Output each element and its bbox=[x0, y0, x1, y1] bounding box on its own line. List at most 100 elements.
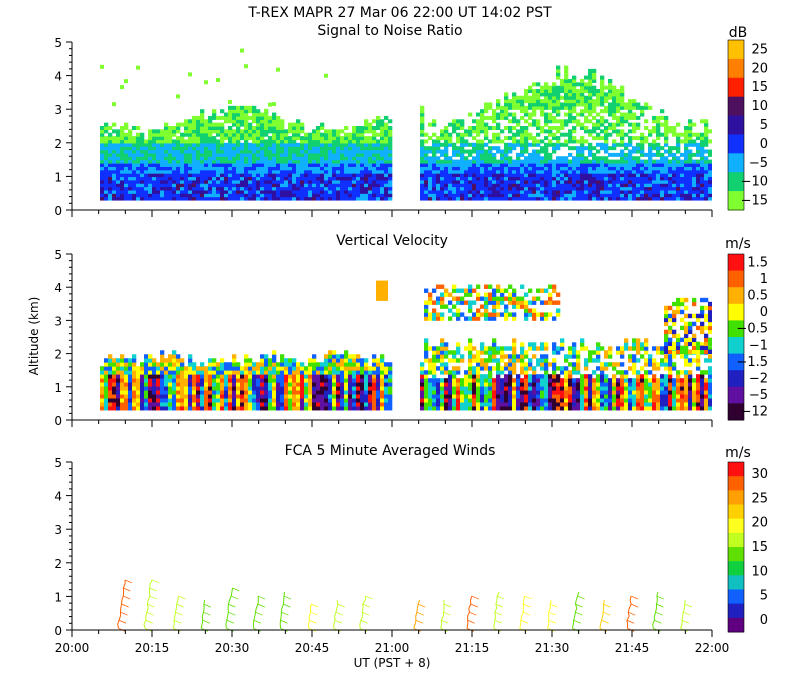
snr-cell bbox=[328, 166, 333, 171]
snr-cell bbox=[620, 193, 625, 198]
snr-cell bbox=[636, 176, 641, 181]
snr-cell bbox=[256, 162, 261, 167]
snr-cell bbox=[304, 193, 309, 198]
snr-cell bbox=[452, 179, 457, 184]
snr-cell bbox=[568, 183, 573, 188]
snr-cell bbox=[488, 183, 493, 188]
snr-cell bbox=[648, 105, 653, 110]
snr-cell bbox=[668, 159, 673, 164]
snr-cell bbox=[504, 149, 509, 154]
snr-cell bbox=[132, 152, 137, 157]
snr-cell bbox=[656, 186, 661, 191]
snr-cell bbox=[608, 89, 613, 94]
snr-cell bbox=[536, 132, 541, 137]
snr-cell bbox=[352, 196, 357, 201]
velocity-cell bbox=[120, 402, 125, 407]
snr-cell bbox=[164, 159, 169, 164]
snr-cell bbox=[240, 176, 245, 181]
velocity-cell bbox=[524, 390, 529, 395]
snr-cell bbox=[256, 112, 261, 117]
snr-cell bbox=[144, 156, 149, 161]
snr-cell bbox=[196, 132, 201, 137]
snr-cell bbox=[124, 136, 129, 141]
snr-cell bbox=[568, 196, 573, 201]
velocity-cell bbox=[344, 378, 349, 383]
velocity-cell bbox=[484, 394, 489, 399]
snr-cell bbox=[640, 179, 645, 184]
velocity-cell bbox=[524, 316, 529, 321]
velocity-cell bbox=[112, 406, 117, 411]
velocity-cell bbox=[432, 374, 437, 379]
snr-cell bbox=[620, 99, 625, 104]
snr-cell bbox=[280, 162, 285, 167]
snr-cell bbox=[132, 139, 137, 144]
velocity-cell bbox=[484, 292, 489, 297]
snr-cell bbox=[528, 173, 533, 178]
snr-cell bbox=[268, 129, 273, 134]
velocity-cell bbox=[516, 354, 521, 359]
snr-cell bbox=[260, 139, 265, 144]
snr-cell bbox=[576, 92, 581, 97]
snr-cell bbox=[220, 136, 225, 141]
snr-cell bbox=[616, 152, 621, 157]
snr-cell bbox=[128, 189, 133, 194]
snr-cell bbox=[148, 166, 153, 171]
velocity-cell bbox=[232, 378, 237, 383]
velocity-cell bbox=[428, 366, 433, 371]
velocity-cell bbox=[424, 406, 429, 411]
velocity-cell bbox=[452, 358, 457, 363]
snr-cell bbox=[640, 136, 645, 141]
snr-cell bbox=[336, 173, 341, 178]
snr-cell bbox=[484, 136, 489, 141]
velocity-cell bbox=[432, 382, 437, 387]
snr-cell bbox=[656, 149, 661, 154]
velocity-cell bbox=[244, 370, 249, 375]
velocity-cell bbox=[368, 406, 373, 411]
snr-cell bbox=[568, 169, 573, 174]
snr-cell bbox=[544, 166, 549, 171]
snr-cell bbox=[244, 139, 249, 144]
snr-cell bbox=[116, 132, 121, 137]
velocity-cell bbox=[300, 374, 305, 379]
snr-cell bbox=[208, 176, 213, 181]
snr-cell bbox=[456, 119, 461, 124]
snr-cell bbox=[624, 183, 629, 188]
snr-cell bbox=[500, 105, 505, 110]
snr-cell bbox=[488, 169, 493, 174]
snr-cell bbox=[256, 179, 261, 184]
snr-cell bbox=[248, 179, 253, 184]
snr-cell bbox=[224, 176, 229, 181]
snr-cell bbox=[440, 159, 445, 164]
velocity-cell bbox=[248, 382, 253, 387]
snr-cell bbox=[232, 142, 237, 147]
velocity-cell bbox=[304, 390, 309, 395]
snr-cell bbox=[212, 166, 217, 171]
snr-cell bbox=[100, 149, 105, 154]
snr-cell bbox=[508, 193, 513, 198]
velocity-cell bbox=[320, 374, 325, 379]
snr-cell bbox=[660, 146, 665, 151]
velocity-cell bbox=[352, 398, 357, 403]
snr-cell bbox=[476, 159, 481, 164]
snr-cell bbox=[360, 196, 365, 201]
snr-cell bbox=[672, 189, 677, 194]
snr-cell bbox=[348, 186, 353, 191]
velocity-cell bbox=[496, 382, 501, 387]
snr-cell bbox=[672, 186, 677, 191]
snr-cell bbox=[500, 176, 505, 181]
snr-cell bbox=[600, 129, 605, 134]
snr-cell bbox=[592, 68, 597, 73]
snr-cell bbox=[352, 149, 357, 154]
snr-cell bbox=[164, 166, 169, 171]
snr-cell bbox=[336, 132, 341, 137]
velocity-cell bbox=[312, 378, 317, 383]
velocity-cell bbox=[504, 308, 509, 313]
snr-cell bbox=[368, 136, 373, 141]
velocity-cell bbox=[188, 406, 193, 411]
snr-cell bbox=[552, 169, 557, 174]
velocity-cell bbox=[480, 374, 485, 379]
velocity-cell bbox=[504, 288, 509, 293]
snr-cell bbox=[276, 115, 281, 120]
velocity-cell bbox=[504, 398, 509, 403]
snr-cell bbox=[324, 169, 329, 174]
